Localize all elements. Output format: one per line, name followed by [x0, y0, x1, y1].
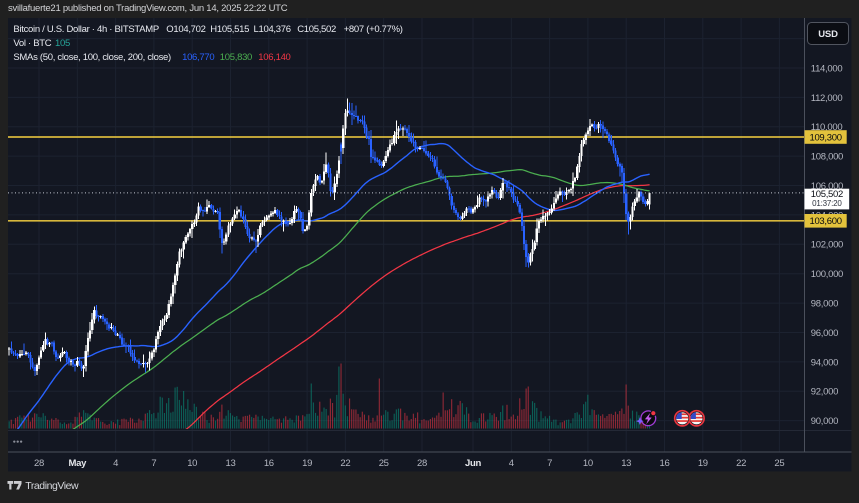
svg-text:28: 28 [417, 458, 427, 469]
svg-text:98,000: 98,000 [811, 299, 838, 310]
svg-text:96,000: 96,000 [811, 328, 838, 339]
svg-text:106,770: 106,770 [182, 52, 214, 63]
svg-text:10: 10 [187, 458, 197, 469]
svg-text:105: 105 [55, 38, 70, 49]
svg-text:28: 28 [34, 458, 44, 469]
svg-text:Vol · BTC: Vol · BTC [13, 38, 51, 49]
svg-text:10: 10 [583, 458, 593, 469]
svg-text:108,000: 108,000 [811, 152, 843, 163]
svg-text:106,140: 106,140 [258, 52, 290, 63]
svg-text:90,000: 90,000 [811, 416, 838, 427]
svg-text:13: 13 [621, 458, 631, 469]
svg-text:SMAs (50, close, 100, close, 2: SMAs (50, close, 100, close, 200, close) [13, 52, 171, 63]
svg-text:25: 25 [379, 458, 389, 469]
svg-text:USD: USD [818, 29, 838, 40]
svg-text:H105,515: H105,515 [210, 24, 249, 35]
svg-text:Bitcoin / U.S. Dollar · 4h · B: Bitcoin / U.S. Dollar · 4h · BITSTAMP [13, 24, 159, 35]
svg-text:7: 7 [547, 458, 552, 469]
svg-text:16: 16 [264, 458, 274, 469]
svg-text:103,600: 103,600 [809, 216, 841, 227]
svg-text:109,300: 109,300 [809, 132, 841, 143]
svg-text:19: 19 [302, 458, 312, 469]
svg-text:100,000: 100,000 [811, 269, 843, 280]
svg-text:+807 (+0.77%): +807 (+0.77%) [344, 24, 403, 35]
svg-text:L104,376: L104,376 [254, 24, 291, 35]
svg-text:4: 4 [113, 458, 118, 469]
svg-text:94,000: 94,000 [811, 357, 838, 368]
svg-text:7: 7 [151, 458, 156, 469]
svg-text:102,000: 102,000 [811, 240, 843, 251]
svg-text:O104,702: O104,702 [166, 24, 205, 35]
svg-text:112,000: 112,000 [811, 93, 843, 104]
svg-text:19: 19 [698, 458, 708, 469]
svg-text:22: 22 [736, 458, 746, 469]
svg-text:114,000: 114,000 [811, 63, 843, 74]
svg-text:13: 13 [226, 458, 236, 469]
svg-text:16: 16 [660, 458, 670, 469]
svg-text:106,000: 106,000 [811, 181, 843, 192]
svg-text:110,000: 110,000 [811, 122, 843, 133]
svg-text:105,502: 105,502 [811, 189, 843, 200]
svg-text:TradingView: TradingView [25, 480, 79, 492]
svg-text:C105,502: C105,502 [297, 24, 336, 35]
svg-text:Jun: Jun [465, 458, 481, 469]
svg-text:May: May [69, 458, 88, 469]
svg-text:4: 4 [509, 458, 514, 469]
svg-text:25: 25 [774, 458, 784, 469]
svg-text:01:37:20: 01:37:20 [812, 199, 842, 208]
svg-text:92,000: 92,000 [811, 387, 838, 398]
svg-text:22: 22 [340, 458, 350, 469]
svg-text:105,830: 105,830 [220, 52, 252, 63]
